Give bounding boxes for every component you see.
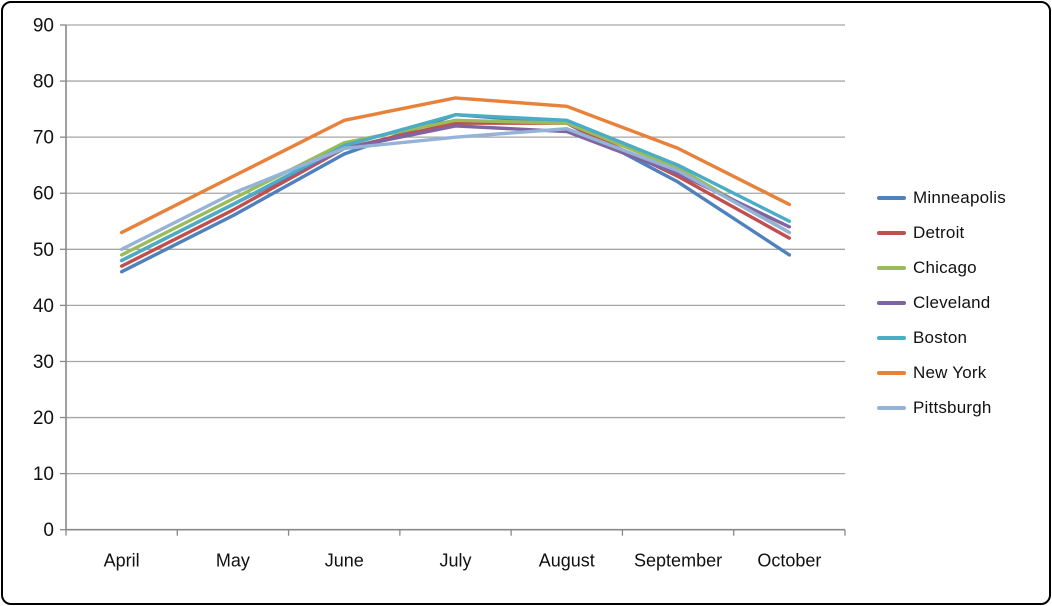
x-axis-label-october: October	[757, 551, 821, 571]
y-axis-label-50: 50	[33, 240, 54, 261]
chart-legend: Minneapolis Detroit Chicago Cleveland Boston…	[877, 188, 1006, 417]
series-line-detroit[interactable]	[119, 121, 792, 268]
y-axis-label-40: 40	[33, 296, 54, 317]
legend-item-chicago[interactable]: Chicago	[877, 258, 1006, 277]
legend-item-boston[interactable]: Boston	[877, 328, 1006, 347]
legend-label: Chicago	[913, 257, 977, 277]
legend-label: New York	[913, 362, 987, 382]
legend-item-cleveland[interactable]: Cleveland	[877, 293, 1006, 312]
x-axis-label-may: May	[216, 551, 250, 571]
legend-label: Boston	[913, 327, 968, 347]
y-axis-label-30: 30	[33, 352, 54, 373]
legend-line-swatch-new-york	[877, 370, 906, 375]
legend-item-minneapolis[interactable]: Minneapolis	[877, 188, 1006, 207]
legend-line-swatch-minneapolis	[877, 195, 906, 200]
y-axis-label-20: 20	[33, 408, 54, 429]
y-axis-label-0: 0	[43, 520, 54, 541]
series-line-new-york[interactable]	[119, 96, 792, 235]
y-axis-label-90: 90	[33, 16, 54, 37]
y-axis-label-80: 80	[33, 72, 54, 93]
x-axis-label-june: June	[325, 551, 364, 571]
legend-label: Cleveland	[913, 292, 991, 312]
legend-line-swatch-boston	[877, 335, 906, 340]
legend-label: Detroit	[913, 222, 965, 242]
series-line-chicago[interactable]	[119, 118, 792, 257]
x-axis-label-september: September	[634, 551, 722, 571]
series-line-boston[interactable]	[119, 113, 792, 263]
y-axis-label-60: 60	[33, 184, 54, 205]
legend-label: Minneapolis	[913, 187, 1006, 207]
legend-label: Pittsburgh	[913, 397, 992, 417]
series-line-pittsburgh[interactable]	[119, 127, 792, 252]
legend-line-swatch-detroit	[877, 230, 906, 235]
legend-item-detroit[interactable]: Detroit	[877, 223, 1006, 242]
legend-item-pittsburgh[interactable]: Pittsburgh	[877, 398, 1006, 417]
legend-line-swatch-pittsburgh	[877, 405, 906, 410]
x-axis-label-august: August	[539, 551, 595, 571]
y-axis-label-10: 10	[33, 464, 54, 485]
legend-line-swatch-cleveland	[877, 300, 906, 305]
legend-item-new-york[interactable]: New York	[877, 363, 1006, 382]
y-axis-label-70: 70	[33, 128, 54, 149]
x-axis-label-july: July	[439, 551, 471, 571]
legend-line-swatch-chicago	[877, 265, 906, 270]
x-axis-label-april: April	[104, 551, 140, 571]
